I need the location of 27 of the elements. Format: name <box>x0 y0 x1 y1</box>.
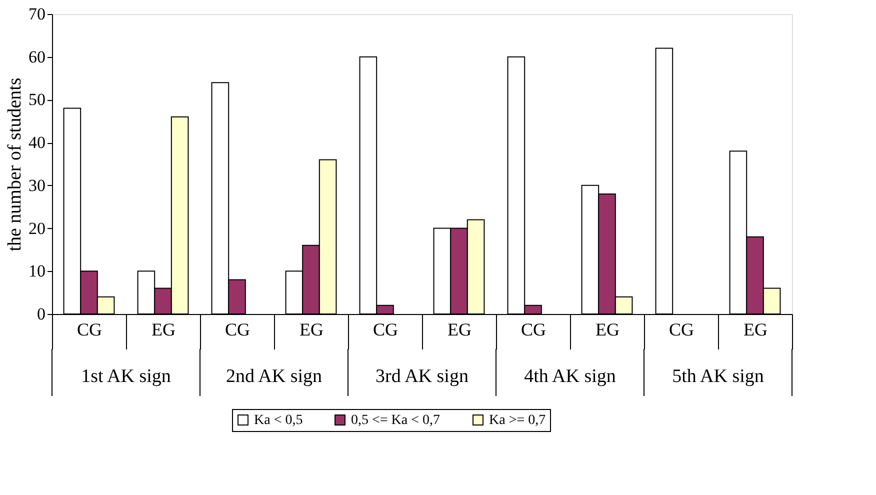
x-tick-label: CG <box>372 320 398 340</box>
x-tick-label: EG <box>744 320 768 340</box>
text: 4th AK sign <box>524 366 616 387</box>
text: 2nd AK sign <box>226 366 323 387</box>
y-tick-label: 30 <box>28 176 46 195</box>
legend-label: Ka < 0,5 <box>254 413 303 428</box>
y-axis-title: the number of students <box>4 78 26 252</box>
x-tick-label: EG <box>152 320 176 340</box>
text: 5th AK sign <box>672 366 764 387</box>
x-tick-label: EG <box>300 320 324 340</box>
legend-label: 0,5 <= Ka < 0,7 <box>351 413 440 428</box>
x-tick-label: CG <box>520 320 546 340</box>
y-tick-label: 20 <box>28 218 46 238</box>
y-tick-label: 0 <box>37 304 46 324</box>
legend-label: Ka >= 0,7 <box>489 413 546 428</box>
y-tick-label: 70 <box>28 4 46 24</box>
text: 3rd AK sign <box>376 366 469 387</box>
y-tick-label: 40 <box>28 133 46 152</box>
x-tick-label: CG <box>668 320 694 340</box>
y-tick-label: 10 <box>28 262 46 281</box>
x-tick-label: EG <box>596 320 620 340</box>
y-tick-label: 50 <box>28 90 46 110</box>
y-tick-label: 60 <box>28 47 46 66</box>
x-tick-label: CG <box>224 320 250 340</box>
text: 1st AK sign <box>81 366 172 387</box>
x-tick-label: EG <box>448 320 472 340</box>
x-tick-label: CG <box>76 320 102 340</box>
